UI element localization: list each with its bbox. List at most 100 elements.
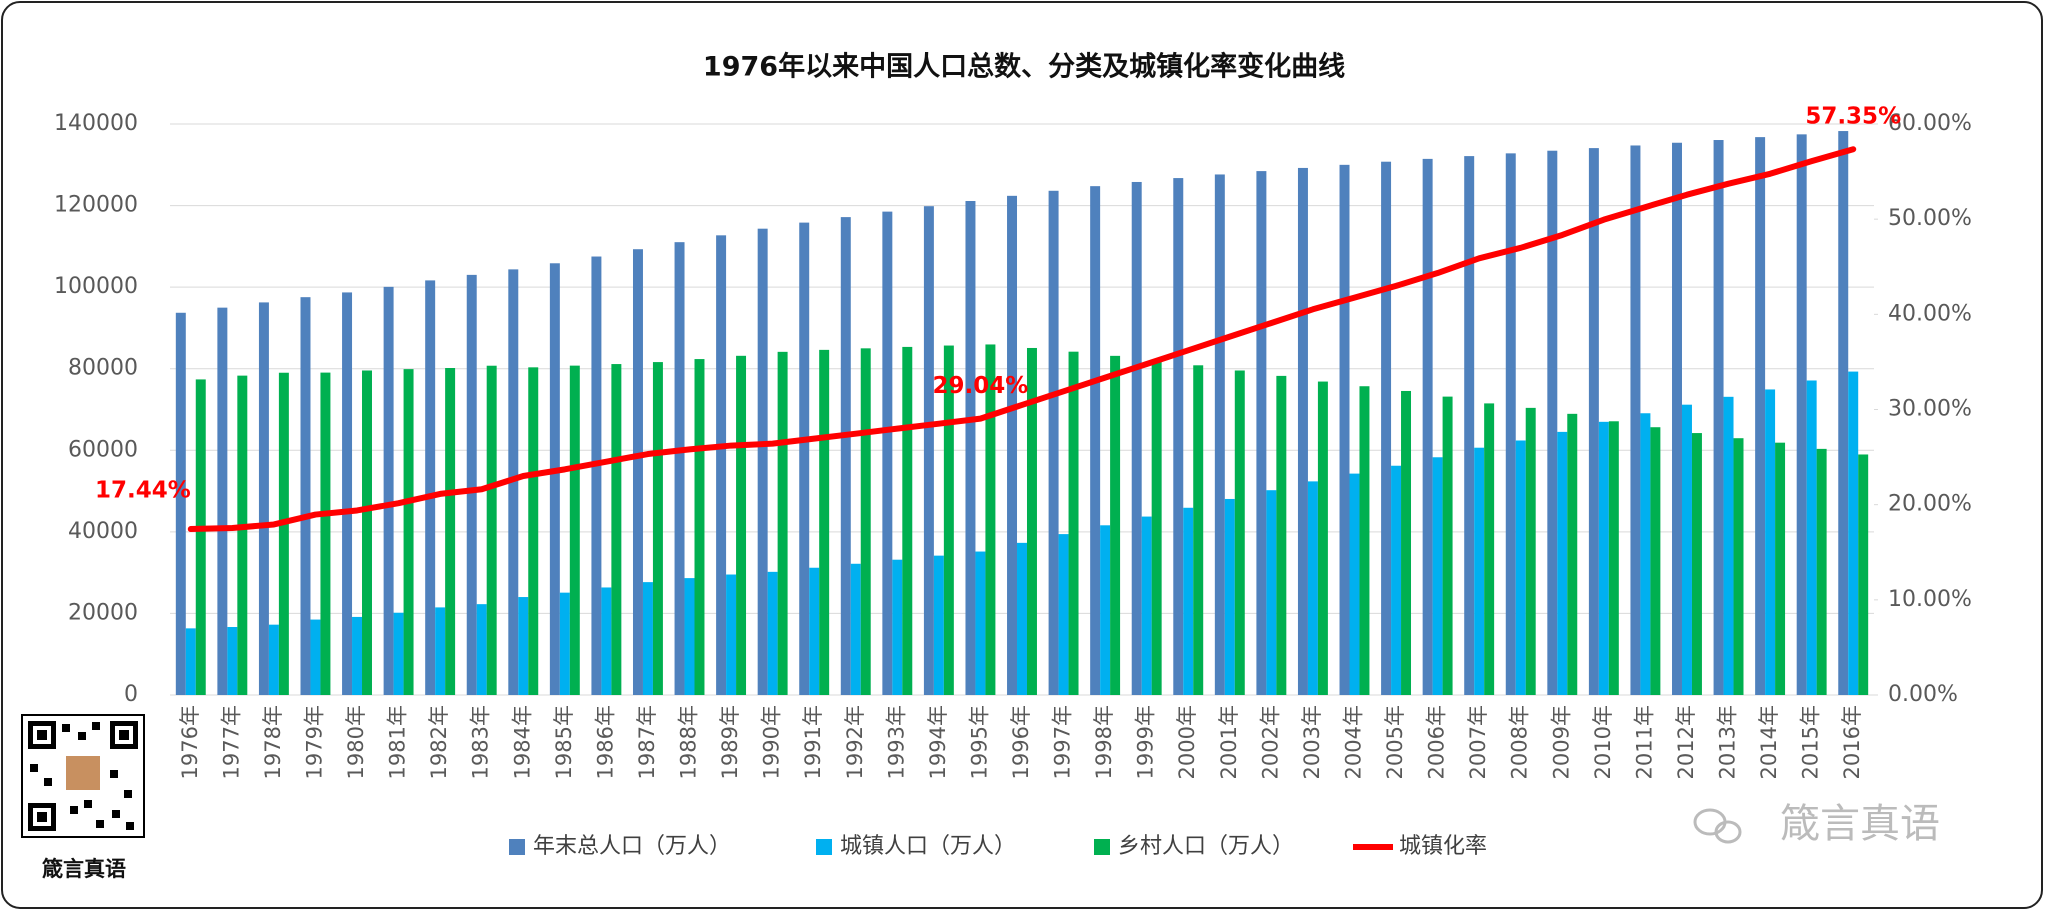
bar bbox=[611, 364, 622, 695]
x-tick-label: 2010年 bbox=[1591, 705, 1615, 779]
bar bbox=[1806, 380, 1817, 695]
bar bbox=[1026, 347, 1037, 695]
bar bbox=[528, 367, 539, 695]
bar bbox=[1307, 481, 1318, 695]
y2-tick-label: 30.00% bbox=[1888, 397, 1972, 422]
bar bbox=[342, 292, 353, 695]
x-tick-label: 1998年 bbox=[1092, 705, 1116, 779]
bar bbox=[860, 348, 871, 695]
bar bbox=[975, 551, 986, 695]
bar bbox=[1723, 396, 1734, 695]
legend-label: 乡村人口（万人） bbox=[1118, 834, 1294, 859]
bar bbox=[1547, 150, 1558, 695]
x-tick-label: 2012年 bbox=[1674, 705, 1698, 779]
bar bbox=[1058, 534, 1069, 695]
bar bbox=[175, 312, 186, 695]
bar bbox=[425, 280, 436, 695]
x-tick-label: 2014年 bbox=[1757, 705, 1781, 779]
y2-tick-label: 0.00% bbox=[1888, 682, 1958, 707]
bar bbox=[1474, 447, 1485, 695]
bar bbox=[435, 607, 446, 695]
x-tick-label: 2005年 bbox=[1383, 705, 1407, 779]
bar bbox=[1422, 158, 1433, 695]
bar bbox=[476, 604, 487, 695]
x-tick-label: 2001年 bbox=[1217, 705, 1241, 779]
bar bbox=[1713, 140, 1724, 695]
bar bbox=[1017, 542, 1027, 695]
bar bbox=[518, 597, 529, 695]
y-tick-label: 100000 bbox=[54, 274, 138, 299]
bar bbox=[185, 628, 196, 695]
bar bbox=[684, 578, 695, 695]
bar bbox=[1266, 490, 1277, 695]
bar bbox=[352, 616, 363, 695]
y-tick-label: 60000 bbox=[68, 437, 138, 462]
x-tick-label: 1979年 bbox=[302, 705, 326, 779]
bar bbox=[258, 302, 269, 695]
data-label: 17.44% bbox=[95, 478, 191, 504]
bar bbox=[1224, 498, 1235, 695]
legend-swatch bbox=[509, 839, 525, 855]
bar bbox=[549, 263, 560, 695]
bar bbox=[445, 368, 456, 695]
bar bbox=[393, 612, 404, 695]
bar bbox=[632, 249, 643, 695]
bar bbox=[652, 362, 663, 695]
x-tick-label: 2009年 bbox=[1549, 705, 1573, 779]
bar bbox=[965, 200, 976, 696]
qr-code bbox=[21, 714, 145, 838]
y2-tick-label: 10.00% bbox=[1888, 587, 1972, 612]
bar bbox=[601, 587, 612, 695]
legend-swatch bbox=[1094, 839, 1110, 855]
y-tick-label: 120000 bbox=[54, 193, 138, 218]
x-tick-label: 1982年 bbox=[427, 705, 451, 779]
bar bbox=[1068, 351, 1079, 695]
bar bbox=[1525, 407, 1536, 695]
bar bbox=[1183, 507, 1194, 695]
x-tick-label: 2003年 bbox=[1300, 705, 1324, 779]
bar bbox=[1765, 389, 1776, 695]
watermark-logo bbox=[1693, 808, 1742, 844]
x-tick-label: 2013年 bbox=[1716, 705, 1740, 779]
y-tick-label: 0 bbox=[124, 682, 138, 707]
x-tick-label: 2011年 bbox=[1632, 705, 1656, 779]
x-tick-label: 1993年 bbox=[884, 705, 908, 779]
bar bbox=[237, 375, 248, 695]
bar bbox=[1484, 403, 1495, 695]
bar bbox=[1567, 413, 1578, 695]
bar bbox=[1432, 457, 1443, 695]
x-tick-label: 1986年 bbox=[593, 705, 617, 779]
bar bbox=[1816, 448, 1827, 695]
bar bbox=[1256, 171, 1267, 695]
x-tick-label: 1978年 bbox=[261, 705, 285, 779]
bar bbox=[1796, 134, 1807, 695]
x-tick-label: 1980年 bbox=[344, 705, 368, 779]
x-tick-label: 1997年 bbox=[1051, 705, 1075, 779]
bar bbox=[1100, 525, 1111, 695]
bar bbox=[1151, 360, 1162, 695]
x-tick-label: 1999年 bbox=[1134, 705, 1158, 779]
x-tick-label: 2004年 bbox=[1341, 705, 1365, 779]
bar bbox=[777, 351, 788, 695]
x-tick-label: 1991年 bbox=[801, 705, 825, 779]
bar bbox=[933, 555, 944, 695]
bar bbox=[1608, 421, 1619, 695]
bar bbox=[1131, 181, 1142, 696]
x-tick-label: 1984年 bbox=[510, 705, 534, 779]
bar bbox=[674, 242, 685, 695]
bar bbox=[559, 592, 570, 695]
bar bbox=[591, 256, 602, 695]
data-label: 57.35% bbox=[1805, 104, 1901, 130]
bar bbox=[902, 346, 913, 695]
bar bbox=[1733, 438, 1744, 695]
bar bbox=[850, 563, 861, 695]
x-tick-label: 2007年 bbox=[1466, 705, 1490, 779]
bar bbox=[1276, 375, 1287, 695]
data-label: 29.04% bbox=[933, 373, 1029, 399]
bar bbox=[278, 372, 289, 695]
x-tick-label: 1981年 bbox=[386, 705, 410, 779]
bar bbox=[1848, 371, 1859, 695]
y2-tick-label: 40.00% bbox=[1888, 301, 1972, 326]
bar bbox=[1193, 365, 1204, 695]
